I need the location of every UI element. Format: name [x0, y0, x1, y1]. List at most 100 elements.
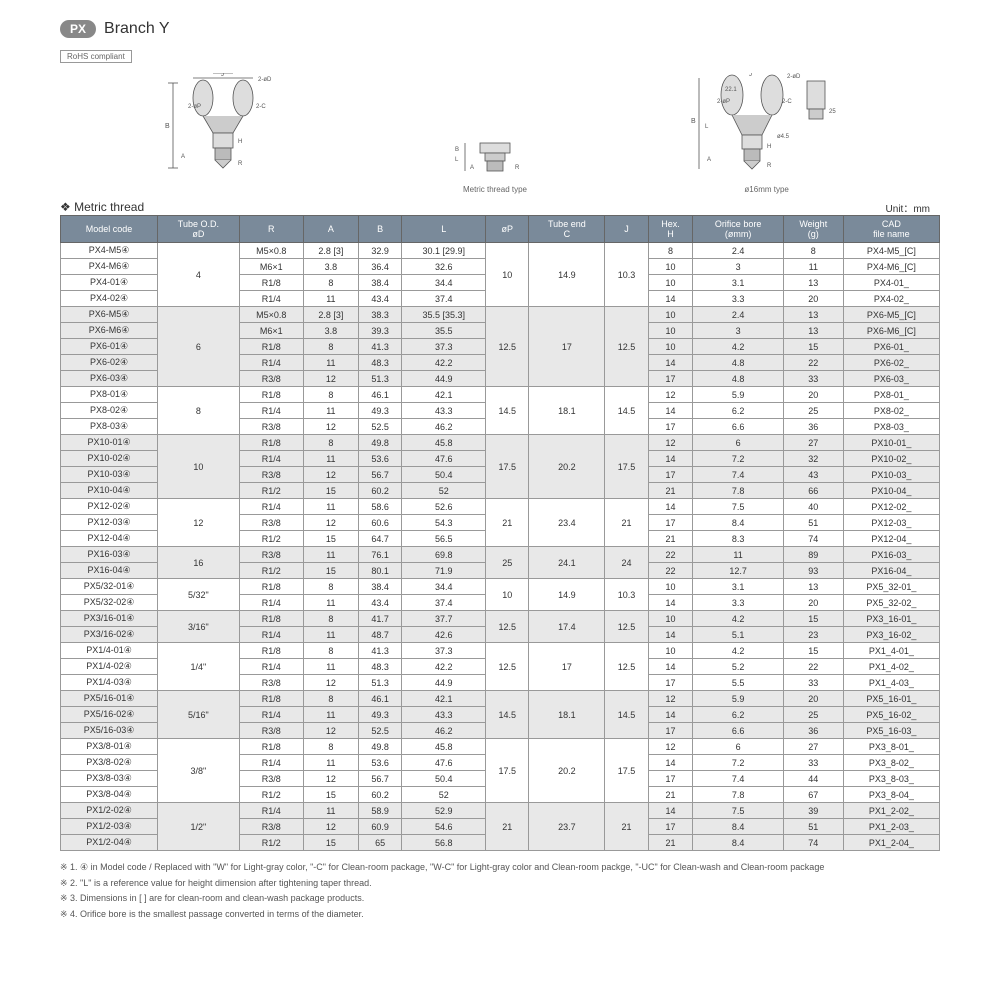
cell: 10 — [648, 643, 693, 659]
cell: R1/8 — [239, 643, 303, 659]
cell: 6 — [693, 435, 783, 451]
cell: 15 — [303, 531, 358, 547]
cell: 27 — [783, 739, 843, 755]
cell: 50.4 — [402, 771, 486, 787]
cell: 2.4 — [693, 243, 783, 259]
cell: 48.3 — [359, 659, 402, 675]
spec-table: Model codeTube O.D.øDRABLøPTube endCJHex… — [60, 215, 940, 851]
cell: 52.9 — [402, 803, 486, 819]
svg-text:R: R — [767, 163, 772, 169]
cell: 14 — [648, 291, 693, 307]
header: PX Branch Y — [60, 20, 940, 38]
note-line: ※ 1. ④ in Model code / Replaced with "W"… — [60, 861, 940, 875]
cell: R1/4 — [239, 755, 303, 771]
cell: 12.5 — [486, 611, 529, 643]
cell: 8 — [303, 387, 358, 403]
cell: PX3_16-02_ — [843, 627, 939, 643]
cell: R3/8 — [239, 547, 303, 563]
svg-text:J: J — [221, 73, 224, 78]
cell: 14.9 — [529, 243, 605, 307]
cell: 43.4 — [359, 291, 402, 307]
cell: PX10-04_ — [843, 483, 939, 499]
cell: 58.6 — [359, 499, 402, 515]
cell: 12 — [303, 515, 358, 531]
cell: 11 — [303, 755, 358, 771]
cell: 7.5 — [693, 499, 783, 515]
cell: 34.4 — [402, 579, 486, 595]
page-title: Branch Y — [104, 20, 170, 38]
cell: 40 — [783, 499, 843, 515]
cell: 7.5 — [693, 803, 783, 819]
cell: PX1/4-03④ — [61, 675, 158, 691]
note-line: ※ 2. "L" is a reference value for height… — [60, 877, 940, 891]
cell: 15 — [783, 339, 843, 355]
cell: PX3/8-02④ — [61, 755, 158, 771]
cell: PX10-03_ — [843, 467, 939, 483]
cell: 17 — [648, 467, 693, 483]
cell: 15 — [303, 835, 358, 851]
cell: 53.6 — [359, 755, 402, 771]
cell: 33 — [783, 755, 843, 771]
cell: 8 — [158, 387, 240, 435]
cell: 36 — [783, 723, 843, 739]
cell: R1/4 — [239, 627, 303, 643]
cell: 10 — [486, 579, 529, 611]
cell: PX8-02_ — [843, 403, 939, 419]
table-row: PX5/16-01④5/16"R1/8846.142.114.518.114.5… — [61, 691, 940, 707]
cell: 10 — [648, 579, 693, 595]
cell: 47.6 — [402, 755, 486, 771]
cell: 33 — [783, 675, 843, 691]
cell: 50.4 — [402, 467, 486, 483]
cell: 56.8 — [402, 835, 486, 851]
svg-text:2-C: 2-C — [256, 104, 266, 110]
cell: 49.3 — [359, 403, 402, 419]
col-header: øP — [486, 216, 529, 243]
cell: 43.4 — [359, 595, 402, 611]
cell: 54.3 — [402, 515, 486, 531]
cell: 76.1 — [359, 547, 402, 563]
section-label: ❖ Metric thread — [60, 200, 144, 214]
cell: PX10-01④ — [61, 435, 158, 451]
cell: PX4-M5④ — [61, 243, 158, 259]
cell: 10.3 — [605, 243, 648, 307]
cell: 11 — [303, 499, 358, 515]
cell: 14 — [648, 659, 693, 675]
cell: 10 — [648, 259, 693, 275]
cell: 37.7 — [402, 611, 486, 627]
col-header: Tube O.D.øD — [158, 216, 240, 243]
cell: 37.3 — [402, 643, 486, 659]
cell: 8 — [303, 435, 358, 451]
cell: PX12-04④ — [61, 531, 158, 547]
cell: PX16-03_ — [843, 547, 939, 563]
svg-text:2-C: 2-C — [782, 99, 792, 105]
cell: 42.2 — [402, 355, 486, 371]
cell: R1/8 — [239, 387, 303, 403]
unit-label: Unit：mm — [886, 200, 930, 215]
cell: PX1_4-01_ — [843, 643, 939, 659]
table-row: PX6-M5④6M5×0.82.8 [3]38.335.5 [35.3]12.5… — [61, 307, 940, 323]
table-row: PX4-M5④4M5×0.82.8 [3]32.930.1 [29.9]1014… — [61, 243, 940, 259]
table-row: PX3/16-01④3/16"R1/8841.737.712.517.412.5… — [61, 611, 940, 627]
cell: R1/4 — [239, 291, 303, 307]
cell: 3 — [693, 323, 783, 339]
cell: 5/16" — [158, 691, 240, 739]
cell: 22 — [783, 659, 843, 675]
cell: 3/8" — [158, 739, 240, 803]
cell: 13 — [783, 579, 843, 595]
cell: 17 — [648, 819, 693, 835]
cell: 51 — [783, 515, 843, 531]
cell: R1/8 — [239, 611, 303, 627]
cell: PX8-02④ — [61, 403, 158, 419]
cell: R1/4 — [239, 803, 303, 819]
cell: 12.7 — [693, 563, 783, 579]
cell: PX6-02_ — [843, 355, 939, 371]
cell: PX12-02_ — [843, 499, 939, 515]
cell: 3.8 — [303, 323, 358, 339]
svg-text:2-øP: 2-øP — [717, 99, 730, 105]
cell: 3.1 — [693, 579, 783, 595]
diagrams-row: B J 2-øD 2-øP 2-C H R A B L A R Metric t… — [60, 73, 940, 194]
cell: 43.3 — [402, 707, 486, 723]
cell: PX5/16-03④ — [61, 723, 158, 739]
cell: PX1/2-04④ — [61, 835, 158, 851]
cell: 6.6 — [693, 723, 783, 739]
